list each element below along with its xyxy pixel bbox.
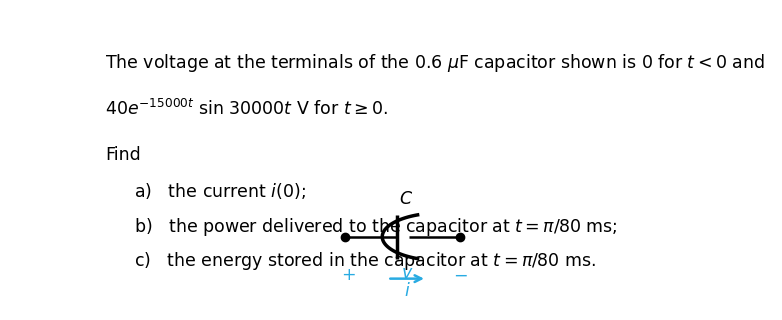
Text: $C$: $C$	[399, 190, 413, 208]
Text: b)   the power delivered to the capacitor at $t = \pi/80$ ms;: b) the power delivered to the capacitor …	[135, 216, 618, 238]
Text: The voltage at the terminals of the 0.6 $\mu$F capacitor shown is 0 for $t < 0$ : The voltage at the terminals of the 0.6 …	[105, 52, 765, 74]
Text: c)   the energy stored in the capacitor at $t = \pi/80$ ms.: c) the energy stored in the capacitor at…	[135, 250, 596, 272]
Text: +: +	[341, 266, 355, 284]
Text: −: −	[453, 266, 468, 284]
Text: $v$: $v$	[401, 264, 414, 282]
Text: $i$: $i$	[404, 282, 411, 300]
Text: a)   the current $i(0)$;: a) the current $i(0)$;	[135, 181, 307, 201]
Text: $40e^{-15000t}$ sin 30000$t$ V for $t \geq 0.$: $40e^{-15000t}$ sin 30000$t$ V for $t \g…	[105, 99, 388, 119]
Text: Find: Find	[105, 146, 141, 164]
